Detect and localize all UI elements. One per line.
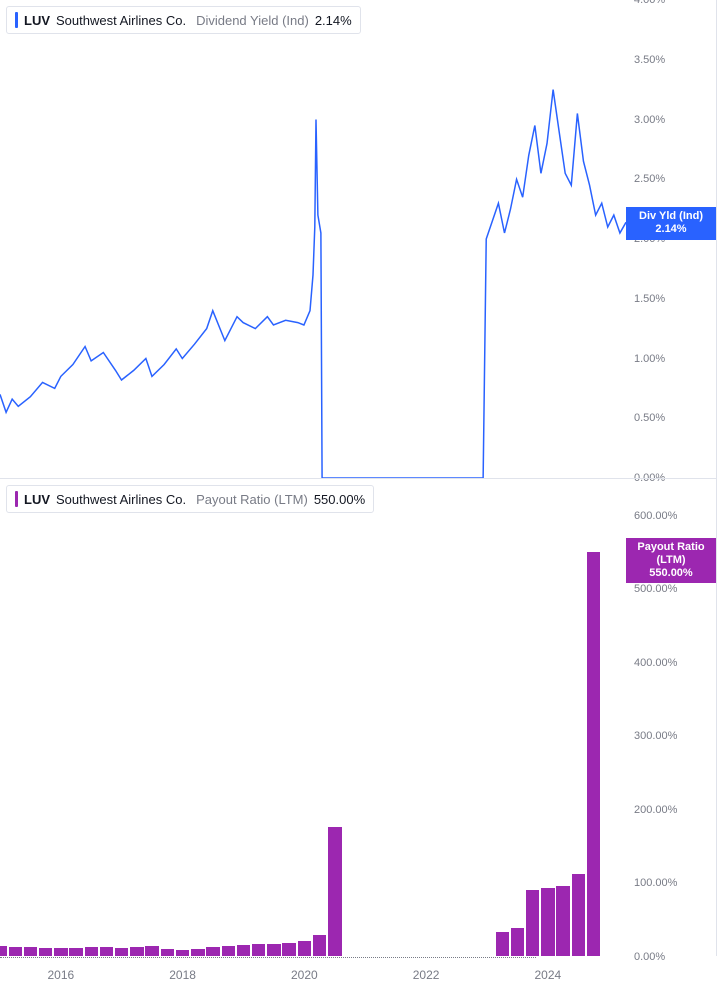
ticker-symbol: LUV (24, 13, 50, 28)
price-label-title: Payout Ratio (LTM) (632, 541, 710, 567)
dividend-yield-panel: LUV Southwest Airlines Co. Dividend Yiel… (0, 0, 717, 478)
y-tick-label: 1.50% (634, 293, 665, 305)
company-name: Southwest Airlines Co. (56, 13, 186, 28)
y-tick-label: 200.00% (634, 804, 677, 816)
payout-bar (237, 945, 250, 956)
y-tick-label: 4.00% (634, 0, 665, 6)
payout-bar (85, 947, 98, 956)
payout-bar (100, 947, 113, 956)
x-tick-label: 2018 (169, 968, 196, 982)
current-value-label: Div Yld (Ind) 2.14% (626, 207, 716, 239)
x-tick-label: 2016 (48, 968, 75, 982)
legend-color-bar (15, 12, 18, 28)
payout-bar (298, 941, 311, 956)
price-label-value: 550.00% (632, 567, 710, 580)
line-chart-svg (0, 0, 626, 478)
legend-color-bar (15, 491, 18, 507)
bottom-legend: LUV Southwest Airlines Co. Payout Ratio … (6, 485, 374, 513)
payout-ratio-panel: LUV Southwest Airlines Co. Payout Ratio … (0, 478, 717, 956)
payout-bar (39, 948, 52, 956)
price-label-value: 2.14% (632, 223, 710, 236)
x-axis: 2016 2018 2020 2022 2024 (0, 956, 717, 1005)
y-tick-label: 2.50% (634, 173, 665, 185)
metric-value: 2.14% (315, 13, 352, 28)
payout-bar (145, 946, 158, 956)
top-chart-area[interactable] (0, 0, 626, 478)
payout-bar (541, 888, 554, 956)
x-tick-label: 2022 (413, 968, 440, 982)
payout-bar (222, 946, 235, 956)
payout-bar (130, 947, 143, 956)
y-tick-label: 0.50% (634, 412, 665, 424)
y-tick-label: 300.00% (634, 730, 677, 742)
y-tick-label: 100.00% (634, 877, 677, 889)
payout-bar (313, 935, 326, 956)
payout-bar (206, 947, 219, 956)
x-tick-label: 2020 (291, 968, 318, 982)
current-value-label: Payout Ratio (LTM) 550.00% (626, 538, 716, 584)
payout-bar (556, 886, 569, 956)
y-tick-label: 3.50% (634, 54, 665, 66)
payout-bar (69, 948, 82, 956)
y-tick-label: 500.00% (634, 583, 677, 595)
payout-bar (572, 874, 585, 956)
ticker-symbol: LUV (24, 492, 50, 507)
payout-bar (0, 946, 7, 956)
payout-bar (267, 944, 280, 957)
bar-container (0, 479, 626, 956)
metric-name: Payout Ratio (LTM) (196, 492, 308, 507)
y-tick-label: 3.00% (634, 114, 665, 126)
y-tick-label: 400.00% (634, 657, 677, 669)
metric-value: 550.00% (314, 492, 365, 507)
top-legend: LUV Southwest Airlines Co. Dividend Yiel… (6, 6, 361, 34)
payout-bar (526, 890, 539, 956)
payout-bar (252, 944, 265, 956)
payout-bar (282, 943, 295, 956)
y-tick-label: 1.00% (634, 353, 665, 365)
dividend-yield-line (0, 90, 626, 478)
payout-bar (587, 552, 600, 956)
payout-bar (328, 827, 341, 956)
x-tick-label: 2024 (535, 968, 562, 982)
payout-bar (161, 949, 174, 956)
bottom-chart-area[interactable] (0, 479, 626, 956)
payout-bar (115, 948, 128, 956)
payout-bar (191, 949, 204, 956)
payout-bar (9, 947, 22, 956)
price-label-title: Div Yld (Ind) (632, 210, 710, 223)
payout-bar (496, 932, 509, 956)
payout-bar (24, 947, 37, 956)
metric-name: Dividend Yield (Ind) (196, 13, 309, 28)
payout-bar (511, 928, 524, 956)
company-name: Southwest Airlines Co. (56, 492, 186, 507)
payout-bar (54, 948, 67, 956)
y-tick-label: 600.00% (634, 510, 677, 522)
